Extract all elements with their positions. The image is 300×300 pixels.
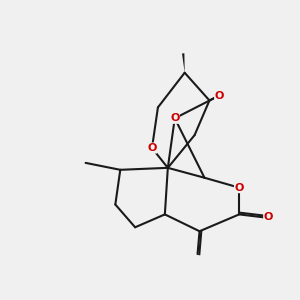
Text: O: O <box>170 113 179 123</box>
Text: O: O <box>147 143 157 153</box>
Text: O: O <box>235 183 244 193</box>
Text: O: O <box>264 212 273 222</box>
Polygon shape <box>182 53 185 73</box>
Text: O: O <box>215 91 224 100</box>
